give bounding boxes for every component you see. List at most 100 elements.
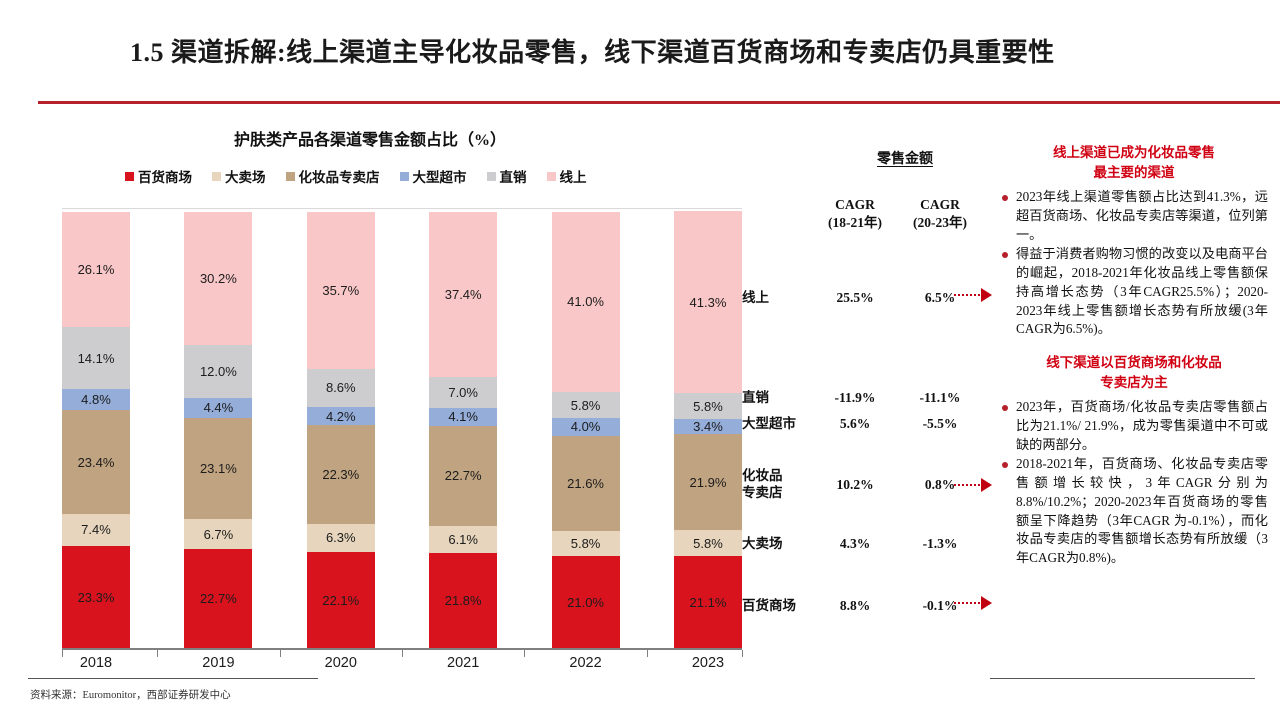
x-axis-labels: 2018 2019 2020 2021 2022 2023 bbox=[62, 655, 742, 681]
bar-column-2022: 21.0% 5.8% 21.6% 4.0% 5.8% 41.0% bbox=[551, 208, 620, 649]
bar-segment-label: 30.2% bbox=[199, 271, 237, 287]
commentary-heading-line: 线下渠道以百货商场和化妆品 bbox=[1046, 355, 1222, 370]
legend-item-3: 大型超市 bbox=[399, 166, 467, 186]
cagr-row: 化妆品 专卖店 10.2% 0.8% bbox=[742, 468, 982, 502]
x-axis-label: 2021 bbox=[447, 655, 480, 671]
cagr-18-21-value: 8.8% bbox=[839, 598, 871, 614]
bar-segment: 12.0% bbox=[184, 345, 253, 399]
cagr-18-21-value: 5.6% bbox=[839, 416, 871, 432]
bar-segment: 37.4% bbox=[429, 212, 498, 377]
bar-segment-label: 37.4% bbox=[444, 286, 482, 302]
bar-segment: 41.0% bbox=[551, 211, 620, 393]
legend-swatch-icon bbox=[285, 171, 295, 181]
bar-segment: 6.7% bbox=[184, 519, 253, 549]
cagr-20-23-value: 6.5% bbox=[924, 290, 956, 306]
bar-segment-label: 22.7% bbox=[444, 468, 482, 484]
bar-segment: 14.1% bbox=[62, 327, 130, 390]
cagr-col-2-header: CAGR (20-23年) bbox=[913, 197, 967, 230]
bar-segment-label: 4.1% bbox=[448, 409, 478, 425]
legend-swatch-icon bbox=[486, 171, 496, 181]
x-axis-label: 2019 bbox=[202, 655, 235, 671]
chart-plot-area: 23.3% 7.4% 23.4% 4.8% 14.1% 26.1% 22.7% 6.7% 23.… bbox=[62, 208, 742, 649]
cagr-row-label: 化妆品 专卖店 bbox=[742, 468, 783, 500]
commentary-bullets-2: 2023年，百货商场/化妆品专卖店零售额占比为21.1%/ 21.9%，成为零售… bbox=[1000, 398, 1268, 568]
cagr-row-label: 线上 bbox=[742, 290, 769, 305]
bar-segment: 23.4% bbox=[62, 410, 130, 514]
bar-segment: 3.4% bbox=[673, 418, 742, 434]
legend-label: 化妆品专卖店 bbox=[298, 170, 380, 185]
x-axis-tick bbox=[742, 650, 743, 657]
bar-segment: 8.6% bbox=[306, 369, 375, 407]
pointer-arrow-icon bbox=[954, 288, 992, 302]
bar-segment: 26.1% bbox=[62, 212, 130, 328]
bar-segment-label: 21.0% bbox=[567, 595, 604, 611]
legend-swatch-icon bbox=[212, 171, 221, 181]
bar-segment: 5.8% bbox=[673, 393, 742, 419]
commentary-heading-2: 线下渠道以百货商场和化妆品 专卖店为主 bbox=[1000, 353, 1268, 392]
x-axis-tick bbox=[157, 650, 159, 657]
cagr-column-headers: CAGR (18-21年) CAGR (20-23年) bbox=[742, 196, 982, 231]
cagr-row: 大型超市 5.6% -5.5% bbox=[742, 416, 982, 433]
legend-item-5: 线上 bbox=[546, 166, 587, 186]
x-axis-tick bbox=[279, 650, 281, 657]
chart-legend: 百货商场 大卖场 化妆品专卖店 大型超市 直销 线上 bbox=[125, 166, 685, 186]
legend-swatch-icon bbox=[546, 171, 556, 181]
x-axis-tick bbox=[402, 650, 403, 657]
bar-segment: 23.3% bbox=[62, 546, 130, 649]
bar-segment-label: 23.1% bbox=[199, 460, 237, 476]
pointer-arrow-icon bbox=[954, 596, 992, 610]
cagr-20-23-value: 0.8% bbox=[924, 476, 956, 492]
bar-segment-label: 35.7% bbox=[322, 282, 360, 298]
legend-label: 百货商场 bbox=[138, 170, 192, 185]
bar-segment-label: 4.8% bbox=[81, 392, 111, 408]
plot-top-border bbox=[62, 208, 742, 209]
bar-segment: 21.9% bbox=[673, 433, 742, 531]
page-title: 1.5 渠道拆解:线上渠道主导化妆品零售，线下渠道百货商场和专卖店仍具重要性 bbox=[130, 38, 1055, 67]
chart-title: 护肤类产品各渠道零售金额占比（%） bbox=[233, 132, 506, 149]
bar-segment-label: 26.1% bbox=[77, 262, 115, 278]
x-axis-line bbox=[62, 648, 742, 650]
commentary-heading-line: 最主要的渠道 bbox=[1093, 164, 1175, 180]
stacked-bars: 23.3% 7.4% 23.4% 4.8% 14.1% 26.1% 22.7% 6.7% 23.… bbox=[62, 208, 742, 649]
cagr-col-1-header: CAGR (18-21年) bbox=[828, 197, 882, 230]
bar-segment-label: 5.8% bbox=[693, 398, 723, 414]
bar-segment-label: 5.8% bbox=[693, 535, 723, 551]
cagr-20-23-value: -5.5% bbox=[922, 416, 958, 432]
commentary-heading-1: 线上渠道已成为化妆品零售 最主要的渠道 bbox=[1000, 143, 1268, 182]
cagr-row: 百货商场 8.8% -0.1% bbox=[742, 598, 982, 615]
x-axis-label: 2022 bbox=[569, 655, 602, 671]
bar-segment: 22.1% bbox=[306, 551, 375, 649]
bar-segment-label: 12.0% bbox=[199, 364, 237, 380]
bar-segment: 21.8% bbox=[429, 552, 498, 649]
bar-column-2019: 22.7% 6.7% 23.1% 4.4% 12.0% 30.2% bbox=[184, 208, 253, 649]
cagr-table-header: 零售金额 bbox=[877, 152, 933, 167]
bar-segment-label: 14.1% bbox=[77, 350, 115, 366]
pointer-arrow-icon bbox=[954, 478, 992, 492]
cagr-row-label: 百货商场 bbox=[742, 598, 796, 613]
cagr-20-23-value: -0.1% bbox=[922, 598, 958, 614]
x-axis-label: 2018 bbox=[79, 655, 113, 671]
bar-segment: 21.6% bbox=[551, 435, 620, 531]
cagr-18-21-value: 10.2% bbox=[836, 476, 874, 492]
bar-segment-label: 41.0% bbox=[567, 294, 604, 310]
cagr-row-label: 大卖场 bbox=[742, 536, 783, 551]
bar-segment: 7.4% bbox=[62, 513, 130, 547]
commentary-bullet: 2023年，百货商场/化妆品专卖店零售额占比为21.1%/ 21.9%，成为零售… bbox=[1000, 398, 1268, 454]
cagr-20-23-value: -11.1% bbox=[919, 390, 961, 406]
legend-item-2: 化妆品专卖店 bbox=[285, 166, 380, 186]
bar-segment-label: 3.4% bbox=[693, 418, 723, 434]
x-axis-tick bbox=[646, 650, 648, 657]
cagr-18-21-value: -11.9% bbox=[834, 390, 876, 406]
x-axis-label: 2020 bbox=[324, 655, 357, 671]
bar-segment-label: 6.1% bbox=[448, 531, 478, 547]
bar-segment: 7.0% bbox=[429, 376, 498, 408]
commentary-bullet: 2023年线上渠道零售额占比达到41.3%，远超百货商场、化妆品专卖店等渠道，位… bbox=[1000, 188, 1268, 244]
legend-swatch-icon bbox=[125, 171, 134, 181]
commentary-heading-line: 线上渠道已成为化妆品零售 bbox=[1053, 145, 1215, 160]
bar-segment-label: 6.3% bbox=[325, 530, 356, 546]
legend-item-0: 百货商场 bbox=[125, 166, 192, 186]
bar-segment-label: 22.3% bbox=[322, 467, 360, 483]
x-axis-label: 2023 bbox=[691, 655, 725, 671]
commentary-heading-line: 专卖店为主 bbox=[1100, 374, 1168, 390]
cagr-table: 零售金额 CAGR (18-21年) CAGR (20-23年) 线上 25.5%… bbox=[742, 140, 992, 640]
